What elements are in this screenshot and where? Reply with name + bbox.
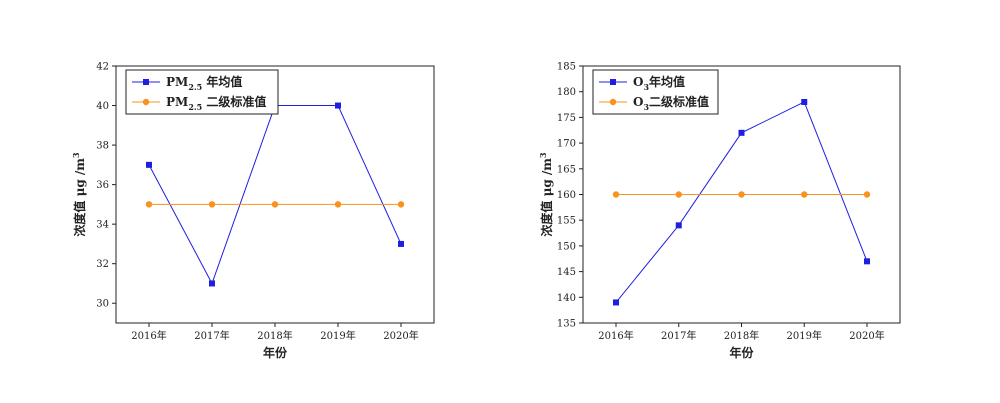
data-point [209, 280, 215, 287]
legend-label-rest: 年均值 [202, 74, 242, 89]
data-point [675, 222, 682, 229]
legend-box [125, 69, 279, 115]
y-tick-label: 135 [557, 319, 576, 330]
data-point [864, 258, 870, 265]
x-tick-label: 2018年 [724, 329, 759, 342]
y-tick-label: 38 [96, 141, 109, 152]
y-tick-label: 32 [96, 259, 109, 270]
data-point [145, 201, 153, 208]
x-tick-label: 2019年 [787, 329, 822, 342]
y-tick-label: 36 [96, 180, 109, 191]
legend-swatch-marker [609, 98, 617, 106]
y-axis-title-sup: 3 [538, 152, 548, 158]
legend-label-main: PM [166, 75, 188, 89]
data-point [863, 191, 871, 198]
legend-swatch-marker [610, 79, 616, 85]
x-tick-label: 2018年 [257, 329, 292, 342]
data-point [738, 129, 745, 136]
y-tick-label: 160 [557, 190, 576, 201]
y-tick-label: 165 [557, 164, 576, 175]
y-tick-label: 155 [557, 216, 576, 227]
y-tick-label: 40 [96, 101, 109, 112]
data-point [801, 191, 808, 198]
y-tick-label: 150 [557, 241, 576, 252]
x-axis-title: 年份 [263, 345, 288, 360]
data-point [398, 240, 404, 247]
chart-o3: 135 140 145 150 155 160 165 170 175 180 185 2016年 20… [538, 62, 901, 360]
y-axis-title: 浓度值 μg /m3 [71, 152, 87, 237]
legend-label: O3二级标准值 [633, 94, 709, 112]
legend-label: O3年均值 [633, 74, 685, 92]
y-tick-label: 145 [557, 267, 576, 278]
y-tick-label: 30 [96, 299, 109, 310]
data-point [146, 161, 152, 168]
legend-label-rest: 年均值 [649, 74, 685, 89]
x-tick-label: 2017年 [194, 329, 229, 342]
y-tick-label: 180 [557, 87, 576, 98]
data-point [335, 102, 341, 109]
y-axis-title-text: 浓度值 μg /m [539, 158, 554, 237]
y-axis-title-sup: 3 [71, 152, 81, 158]
y-tick-label: 34 [96, 220, 109, 231]
y-tick-label: 170 [557, 139, 576, 150]
legend-label-sub: 2.5 [188, 82, 202, 92]
legend-label-main: PM [166, 95, 188, 109]
legend-label-main: O [633, 75, 643, 89]
legend-swatch-marker [143, 79, 149, 85]
data-point [801, 98, 808, 105]
y-tick-label: 42 [96, 62, 109, 73]
x-tick-label: 2016年 [598, 329, 633, 342]
legend-label-rest: 二级标准值 [649, 94, 709, 109]
x-axis-title: 年份 [729, 345, 754, 360]
legend-box [592, 69, 719, 115]
data-point [612, 191, 620, 198]
x-tick-label: 2019年 [320, 329, 355, 342]
legend-label-rest: 二级标准值 [202, 94, 266, 109]
data-point [271, 201, 279, 208]
data-point [208, 201, 216, 208]
series-line-0 [148, 105, 402, 285]
data-point [334, 201, 342, 208]
legend-label-sub: 3 [643, 102, 649, 112]
data-point [397, 201, 405, 208]
y-axis-title: 浓度值 μg /m3 [538, 152, 554, 237]
x-tick-label: 2020年 [383, 329, 418, 342]
legend-label-sub: 2.5 [188, 102, 202, 112]
y-axis-title-text: 浓度值 μg /m [72, 158, 87, 237]
legend-label: PM2.5 年均值 [166, 74, 242, 92]
x-tick-label: 2017年 [661, 329, 696, 342]
x-tick-label: 2016年 [131, 329, 166, 342]
legend-label: PM2.5 二级标准值 [166, 94, 266, 112]
legend-label-sub: 3 [643, 82, 649, 92]
x-tick-label: 2020年 [849, 329, 884, 342]
data-point [675, 191, 682, 198]
data-point [738, 191, 745, 198]
legend-label-main: O [633, 95, 643, 109]
y-tick-label: 140 [557, 293, 576, 304]
data-point [613, 299, 619, 306]
y-tick-label: 175 [557, 113, 576, 124]
legend-swatch-marker [142, 98, 150, 106]
y-tick-label: 185 [557, 62, 576, 73]
